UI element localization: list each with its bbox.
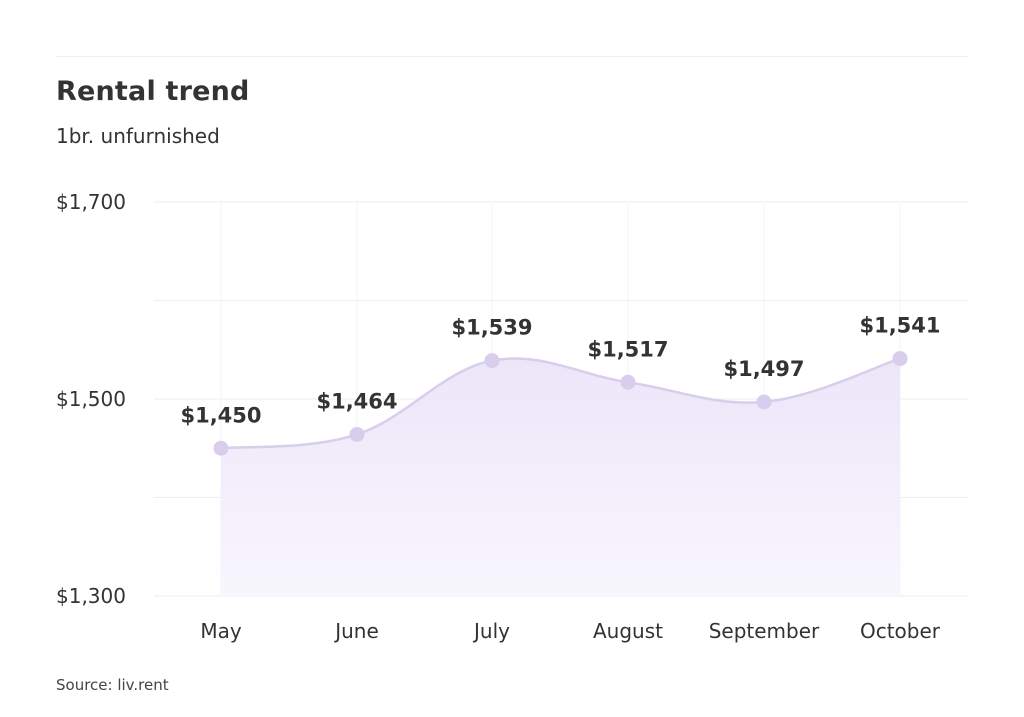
data-label: $1,517 <box>587 337 668 361</box>
source-note: Source: liv.rent <box>56 676 169 694</box>
data-label: $1,541 <box>859 314 940 338</box>
data-labels-layer: $1,450 $1,464 $1,539 $1,517 $1,497 $1,541 <box>180 314 940 428</box>
x-tick-label: May <box>200 619 242 643</box>
data-label: $1,450 <box>180 403 261 427</box>
y-tick-label: $1,500 <box>56 387 126 411</box>
chart-subtitle: 1br. unfurnished <box>56 124 220 148</box>
data-point <box>484 353 500 369</box>
line-layer <box>220 357 901 450</box>
data-point <box>349 426 365 442</box>
area-layer <box>221 358 900 596</box>
series-line <box>220 357 901 450</box>
x-tick-label: July <box>472 619 510 643</box>
series-area <box>221 358 900 596</box>
data-point <box>892 351 908 367</box>
data-label: $1,464 <box>316 389 397 413</box>
x-axis-ticks: May June July August September October <box>200 619 940 643</box>
chart-title: Rental trend <box>56 76 250 107</box>
data-label: $1,539 <box>451 316 532 340</box>
data-point <box>756 394 772 410</box>
x-tick-label: August <box>593 619 663 643</box>
points-layer <box>213 351 908 456</box>
x-tick-label: June <box>333 619 379 643</box>
top-divider <box>56 56 968 57</box>
y-tick-label: $1,700 <box>56 190 126 214</box>
x-tick-label: October <box>860 619 941 643</box>
x-tick-label: September <box>709 619 820 643</box>
y-tick-label: $1,300 <box>56 584 126 608</box>
data-label: $1,497 <box>723 357 804 381</box>
data-point <box>213 440 229 456</box>
data-point <box>620 374 636 390</box>
y-axis-ticks: $1,300 $1,500 $1,700 <box>56 190 126 608</box>
